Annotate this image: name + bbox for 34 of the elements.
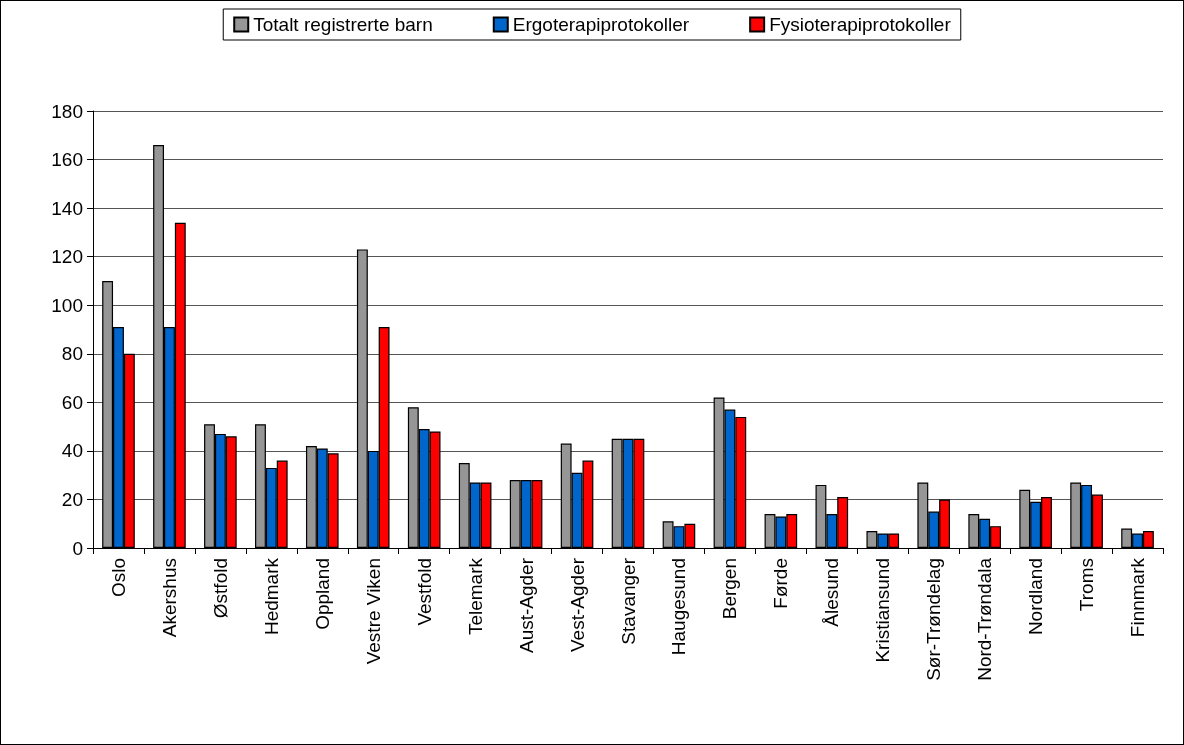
y-tick-label: 160	[51, 149, 83, 171]
y-tick-label: 0	[72, 537, 83, 559]
legend-label: Fysioterapiprotokoller	[769, 14, 952, 35]
x-tick-label: Kristiansund	[872, 558, 894, 663]
x-tick-label: Oppland	[311, 558, 333, 630]
legend-label: Ergoterapiprotokoller	[512, 14, 690, 35]
y-tick-label: 60	[61, 391, 83, 413]
y-tick-label: 140	[51, 197, 83, 219]
x-tick-label: Aust-Agder	[515, 557, 537, 654]
y-tick-label: 20	[61, 488, 83, 510]
x-tick-label: Finnmark	[1127, 557, 1149, 638]
x-tick-label: Akershus	[158, 558, 180, 638]
y-tick-label: 120	[51, 246, 83, 268]
x-tick-label: Stavanger	[617, 557, 639, 645]
y-tick-label: 180	[51, 100, 83, 122]
x-tick-label: Telemark	[464, 557, 486, 636]
x-tick-label: Hedmark	[260, 557, 282, 636]
x-tick-label: Haugesund	[668, 558, 690, 656]
x-tick-label: Førde	[770, 558, 792, 609]
y-tick-label: 100	[51, 294, 83, 316]
x-tick-label: Sør-Trøndelag	[923, 558, 945, 681]
x-tick-label: Vestre Viken	[362, 558, 384, 665]
x-tick-label: Nord-Trøndala	[974, 557, 996, 681]
x-tick-label: Bergen	[719, 558, 741, 620]
x-tick-label: Ålesund	[821, 558, 843, 627]
x-tick-label: Vestfold	[413, 558, 435, 626]
x-tick-label: Nordland	[1025, 558, 1047, 636]
x-tick-label: Østfold	[209, 558, 231, 619]
x-tick-label: Troms	[1076, 558, 1098, 612]
y-tick-label: 40	[61, 440, 83, 462]
y-tick-label: 80	[61, 343, 83, 365]
x-tick-label: Vest-Agder	[566, 557, 588, 652]
x-tick-label: Oslo	[107, 558, 129, 598]
legend-label: Totalt registrerte barn	[253, 14, 433, 35]
